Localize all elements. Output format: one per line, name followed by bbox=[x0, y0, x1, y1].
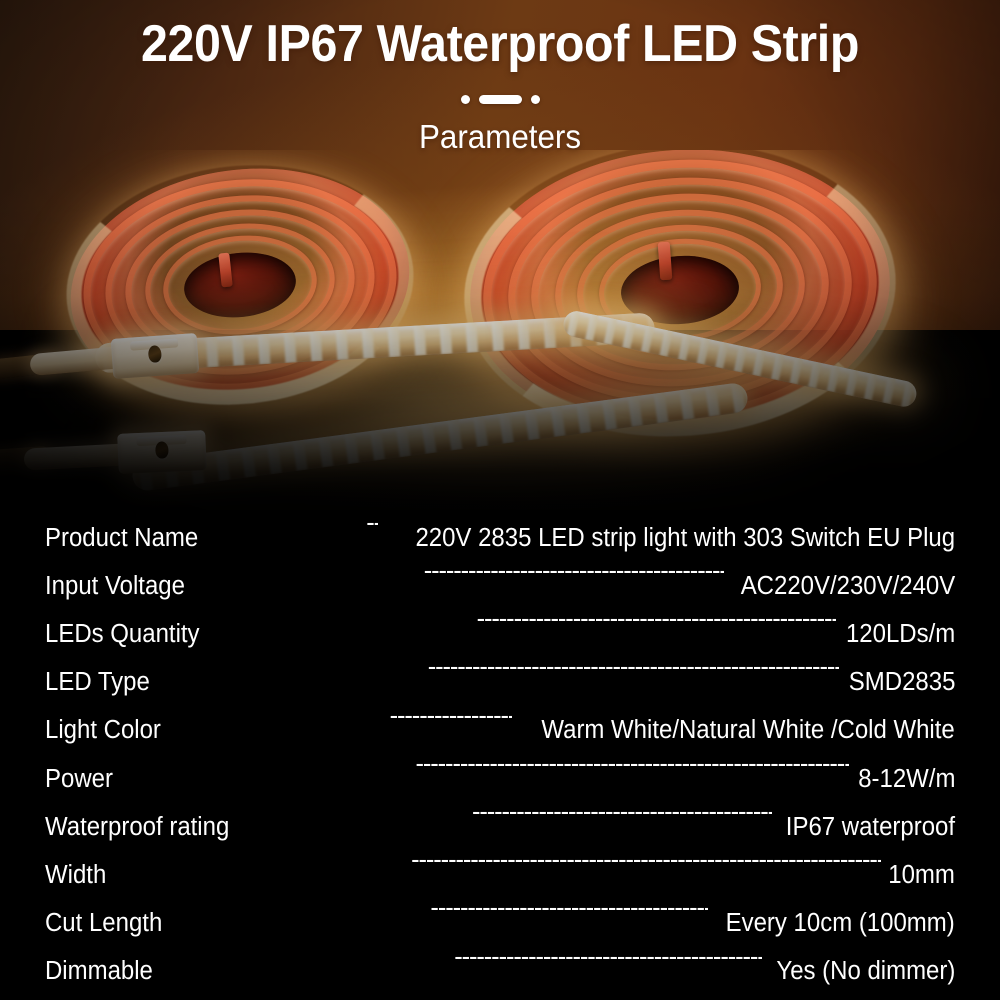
spec-label: Width bbox=[45, 860, 107, 889]
spec-label: Power bbox=[45, 764, 113, 793]
spec-label: Product Name bbox=[45, 523, 199, 552]
spec-value: AC220V/230V/240V bbox=[740, 571, 955, 600]
spec-row: Power -----------------------------------… bbox=[45, 761, 955, 793]
spec-leader-text: ----------------------------------------… bbox=[423, 568, 724, 586]
spec-row: Input Voltage ---------------------------… bbox=[45, 568, 955, 600]
spec-value: SMD2835 bbox=[848, 668, 955, 697]
spec-row: Product Name ------- 220V 2835 LED strip l… bbox=[45, 520, 955, 552]
spec-leader-text: ---------------------- bbox=[389, 712, 513, 730]
spec-leader-dashes: ----------------------------------------… bbox=[212, 616, 836, 642]
photo-to-black-fade bbox=[0, 200, 1000, 510]
spec-leader-dashes: ----------------------------------------… bbox=[163, 953, 762, 980]
spec-value: 10mm bbox=[888, 860, 955, 889]
spec-label: Waterproof rating bbox=[45, 812, 230, 841]
spec-row: LEDs Quantity ---------------------------… bbox=[45, 616, 955, 648]
ornament-bar bbox=[478, 95, 522, 104]
section-subtitle: Parameters bbox=[418, 118, 582, 155]
spec-row: Light Color ---------------------- Warm Wh… bbox=[45, 713, 955, 745]
spec-label: Light Color bbox=[45, 716, 161, 745]
ornament-dot-right bbox=[530, 95, 540, 104]
spec-label: Dimmable bbox=[45, 957, 153, 986]
spec-row: Dimmable --------------------------------… bbox=[45, 954, 955, 986]
spec-leader-dashes: ------- bbox=[211, 520, 378, 546]
spec-leader-dashes: ----------------------------------------… bbox=[173, 905, 709, 932]
spec-value: 220V 2835 LED strip light with 303 Switc… bbox=[415, 523, 955, 552]
spec-value: Warm White/Natural White /Cold White bbox=[541, 716, 955, 745]
spec-leader-text: ----------------------------------------… bbox=[411, 857, 882, 875]
spec-leader-text: ----------------------------------------… bbox=[427, 664, 839, 682]
spec-leader-text: ------- bbox=[366, 520, 378, 537]
hero-banner: 220V IP67 Waterproof LED Strip Parameter… bbox=[0, 0, 1000, 510]
ornament-dot-left bbox=[460, 95, 470, 104]
spec-value: IP67 waterproof bbox=[785, 812, 955, 841]
spec-row: LED Type --------------------------------… bbox=[45, 665, 955, 697]
spec-leader-dashes: ----------------------------------------… bbox=[120, 761, 848, 787]
page-title: 220V IP67 Waterproof LED Strip bbox=[140, 15, 859, 73]
spec-label: LEDs Quantity bbox=[45, 619, 200, 648]
spec-leader-text: ----------------------------------------… bbox=[430, 905, 709, 923]
spec-leader-dashes: ----------------------------------------… bbox=[197, 568, 724, 594]
spec-label: LED Type bbox=[45, 668, 150, 697]
spec-value: 8-12W/m bbox=[857, 764, 955, 793]
spec-row: Width -----------------------------------… bbox=[45, 857, 955, 889]
spec-leader-dashes: ----------------------------------------… bbox=[113, 857, 881, 883]
spec-leader-text: ----------------------------------------… bbox=[476, 616, 836, 634]
title-ornament bbox=[0, 95, 1000, 104]
spec-leader-text: ----------------------------------------… bbox=[454, 953, 762, 971]
spec-value: 120LDs/m bbox=[845, 619, 955, 648]
spec-label: Cut Length bbox=[45, 909, 163, 938]
spec-leader-text: ----------------------------------------… bbox=[415, 761, 849, 778]
spec-value: Every 10cm (100mm) bbox=[725, 909, 955, 938]
spec-leader-dashes: ----------------------------------------… bbox=[244, 809, 772, 835]
spec-label: Input Voltage bbox=[45, 571, 185, 600]
spec-leader-dashes: ----------------------------------------… bbox=[160, 665, 839, 691]
specification-table: Product Name ------- 220V 2835 LED strip l… bbox=[0, 505, 1000, 1000]
spec-row: Cut Length ------------------------------… bbox=[45, 906, 955, 938]
spec-row: Waterproof rating -----------------------… bbox=[45, 809, 955, 841]
spec-leader-dashes: ---------------------- bbox=[171, 712, 513, 739]
spec-leader-text: ----------------------------------------… bbox=[471, 809, 772, 827]
spec-value: Yes (No dimmer) bbox=[776, 957, 955, 986]
